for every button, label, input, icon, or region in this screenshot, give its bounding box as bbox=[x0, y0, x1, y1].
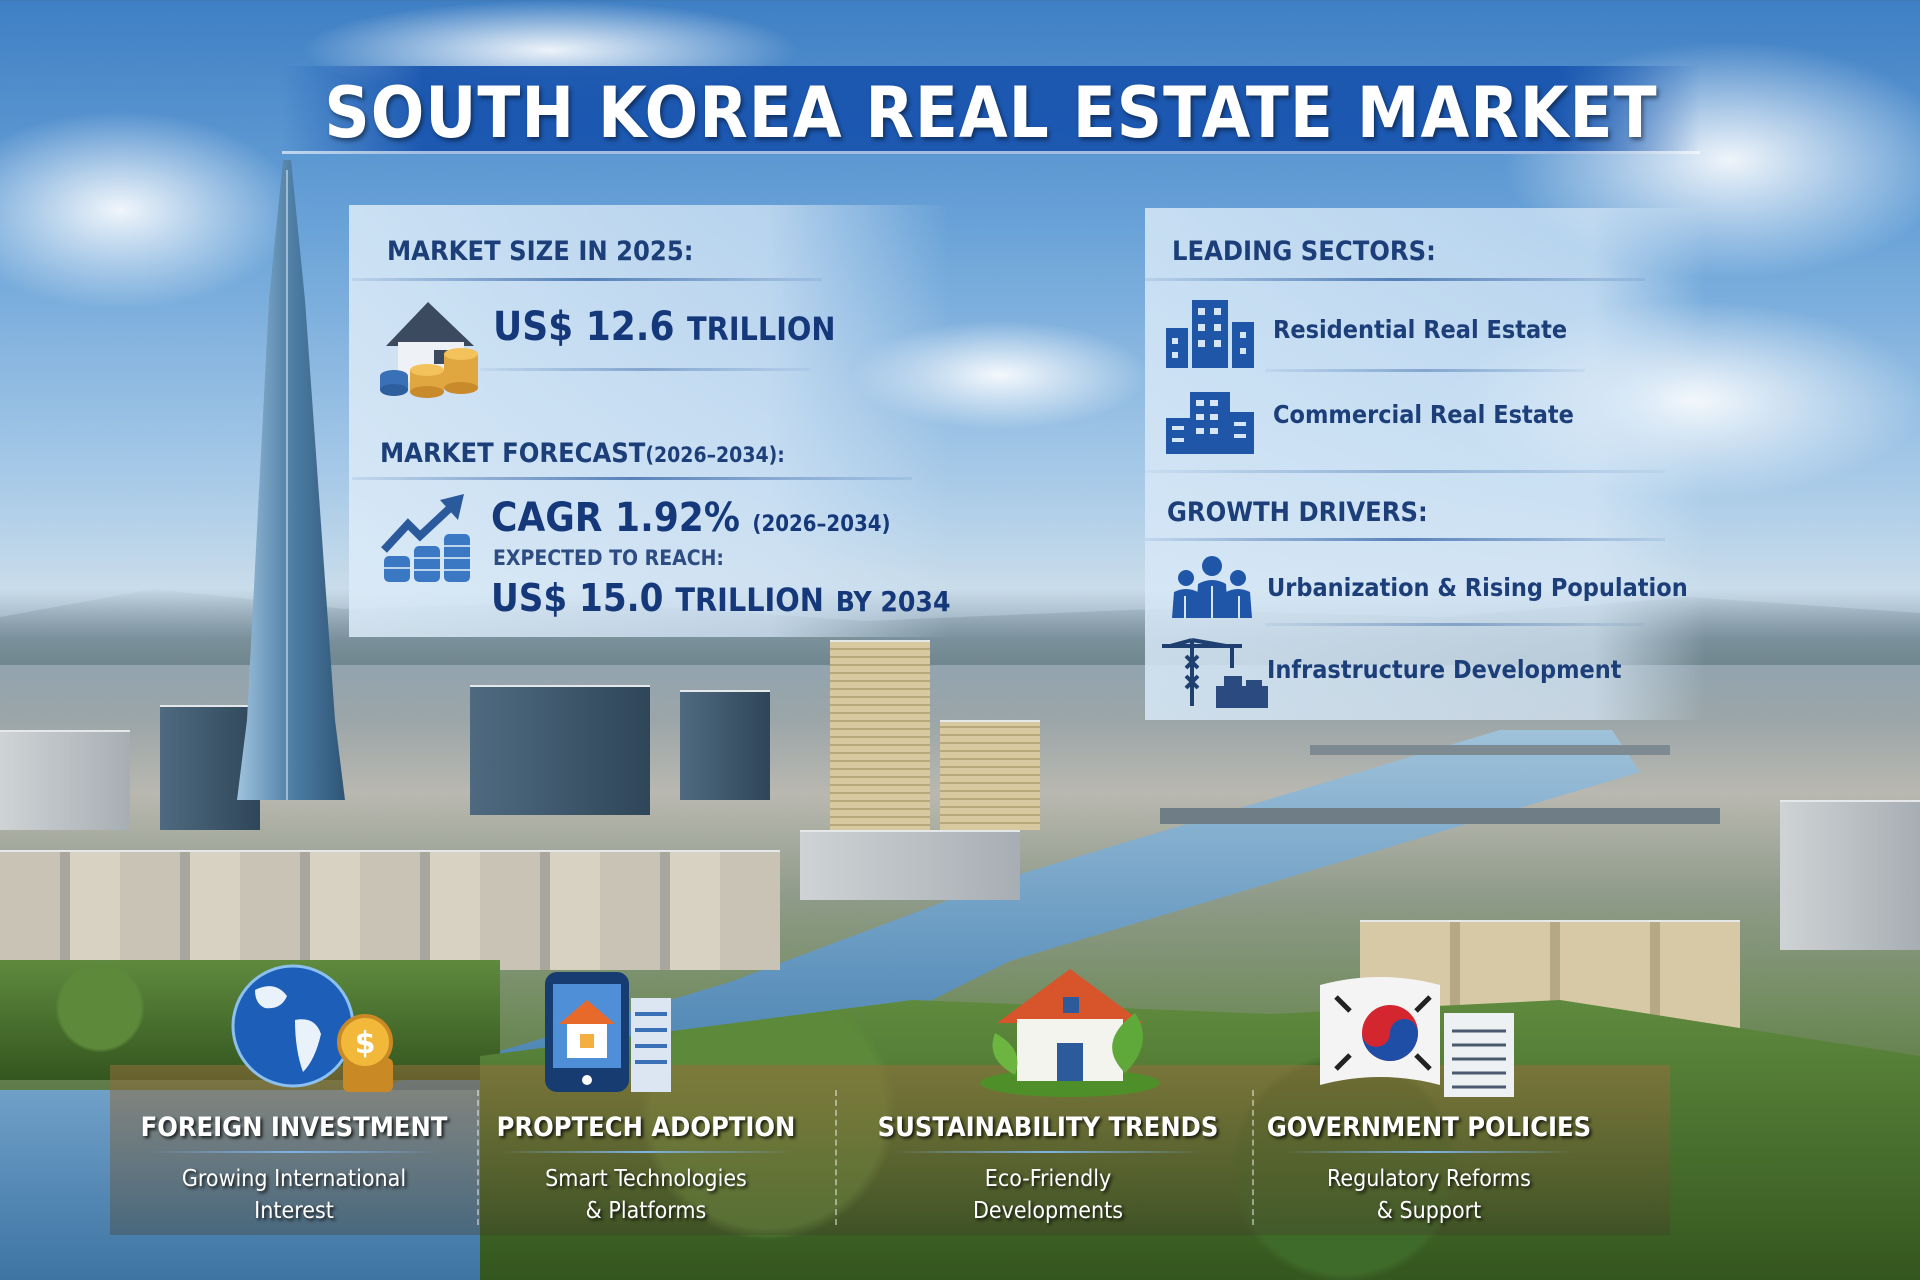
trend-desc-line2: & Platforms bbox=[585, 1198, 707, 1224]
divider bbox=[352, 477, 912, 480]
sector-residential: Residential Real Estate bbox=[1273, 315, 1568, 344]
market-forecast-label: MARKET FORECAST(2026–2034): bbox=[380, 438, 785, 469]
divider bbox=[1145, 278, 1645, 281]
residential-building-icon bbox=[1166, 300, 1254, 368]
growth-drivers-label: GROWTH DRIVERS: bbox=[1167, 497, 1428, 528]
driver-infrastructure: Infrastructure Development bbox=[1267, 655, 1622, 684]
trend-title: FOREIGN INVESTMENT bbox=[140, 1112, 448, 1143]
building bbox=[0, 730, 130, 830]
trend-desc-line1: Regulatory Reforms bbox=[1327, 1166, 1531, 1192]
trend-desc-line2: Interest bbox=[254, 1198, 334, 1224]
eco-house-icon bbox=[980, 969, 1160, 1097]
driver-urbanization: Urbanization & Rising Population bbox=[1267, 573, 1688, 602]
bridge bbox=[1160, 808, 1720, 824]
trend-desc-line2: Developments bbox=[972, 1198, 1124, 1224]
trend-proptech-adoption: PROPTECH ADOPTION Smart Technologies & P… bbox=[481, 1112, 811, 1227]
divider bbox=[149, 1151, 439, 1153]
smartphone-house-icon bbox=[545, 972, 671, 1092]
trend-title: GOVERNMENT POLICIES bbox=[1266, 1112, 1592, 1143]
globe-dollar-icon: $ bbox=[231, 964, 393, 1092]
divider bbox=[1265, 369, 1585, 372]
svg-text:$: $ bbox=[355, 1026, 376, 1061]
divider bbox=[1265, 623, 1645, 626]
divider bbox=[501, 1151, 791, 1153]
trend-title: PROPTECH ADOPTION bbox=[496, 1112, 796, 1143]
divider bbox=[352, 278, 822, 281]
building bbox=[680, 690, 770, 800]
house-coins-icon bbox=[380, 302, 478, 398]
divider bbox=[1145, 538, 1665, 541]
trend-sustainability: SUSTAINABILITY TRENDS Eco-Friendly Devel… bbox=[873, 1112, 1223, 1227]
cagr-value: CAGR 1.92% (2026–2034) bbox=[491, 495, 891, 541]
divider bbox=[835, 1090, 837, 1225]
sectors-panel bbox=[1145, 208, 1705, 720]
sector-commercial: Commercial Real Estate bbox=[1273, 400, 1574, 429]
building bbox=[800, 830, 1020, 900]
cagr-text: CAGR 1.92% bbox=[491, 495, 740, 541]
divider bbox=[1284, 1151, 1574, 1153]
building bbox=[1780, 800, 1920, 950]
trend-desc-line2: & Support bbox=[1376, 1198, 1482, 1224]
cloud bbox=[0, 110, 300, 310]
divider bbox=[1145, 470, 1665, 473]
page-title: SOUTH KOREA REAL ESTATE MARKET bbox=[324, 72, 1658, 154]
market-size-amount: US$ 12.6 bbox=[493, 304, 675, 350]
market-forecast-label-text: MARKET FORECAST bbox=[380, 438, 646, 469]
crane-icon bbox=[1162, 638, 1268, 708]
market-size-label: MARKET SIZE IN 2025: bbox=[387, 236, 694, 267]
divider bbox=[1252, 1090, 1254, 1225]
people-group-icon bbox=[1172, 556, 1252, 618]
target-year: BY 2034 bbox=[835, 585, 951, 618]
market-size-value: US$ 12.6 TRILLION bbox=[493, 304, 835, 350]
market-forecast-period: (2026–2034): bbox=[645, 443, 785, 467]
divider bbox=[893, 1151, 1203, 1153]
building bbox=[830, 640, 930, 840]
divider bbox=[477, 1090, 479, 1225]
trend-title: SUSTAINABILITY TRENDS bbox=[877, 1112, 1219, 1143]
divider bbox=[480, 368, 810, 371]
leading-sectors-label: LEADING SECTORS: bbox=[1172, 236, 1436, 267]
trend-desc-line1: Smart Technologies bbox=[545, 1166, 747, 1192]
trend-desc-line1: Eco-Friendly bbox=[984, 1166, 1112, 1192]
growth-chart-coins-icon bbox=[381, 494, 470, 582]
cagr-period: (2026–2034) bbox=[752, 512, 891, 537]
trend-foreign-investment: FOREIGN INVESTMENT Growing International… bbox=[129, 1112, 459, 1227]
forecast-target-value: US$ 15.0 TRILLION BY 2034 bbox=[491, 576, 950, 620]
lotte-tower bbox=[237, 160, 345, 800]
building bbox=[470, 685, 650, 815]
apartment-blocks bbox=[0, 850, 780, 970]
bridge bbox=[1310, 745, 1670, 755]
target-unit: TRILLION bbox=[675, 581, 824, 619]
korean-flag-document-icon bbox=[1320, 977, 1514, 1097]
market-size-unit: TRILLION bbox=[687, 310, 836, 348]
building bbox=[940, 720, 1040, 830]
commercial-building-icon bbox=[1166, 392, 1254, 454]
trend-government-policies: GOVERNMENT POLICIES Regulatory Reforms &… bbox=[1264, 1112, 1594, 1227]
target-amount: US$ 15.0 bbox=[491, 576, 664, 620]
expected-label: EXPECTED TO REACH: bbox=[493, 546, 724, 570]
title-banner: SOUTH KOREA REAL ESTATE MARKET bbox=[282, 66, 1700, 154]
trends-band bbox=[110, 1065, 1670, 1235]
trend-desc-line1: Growing International bbox=[181, 1166, 407, 1192]
